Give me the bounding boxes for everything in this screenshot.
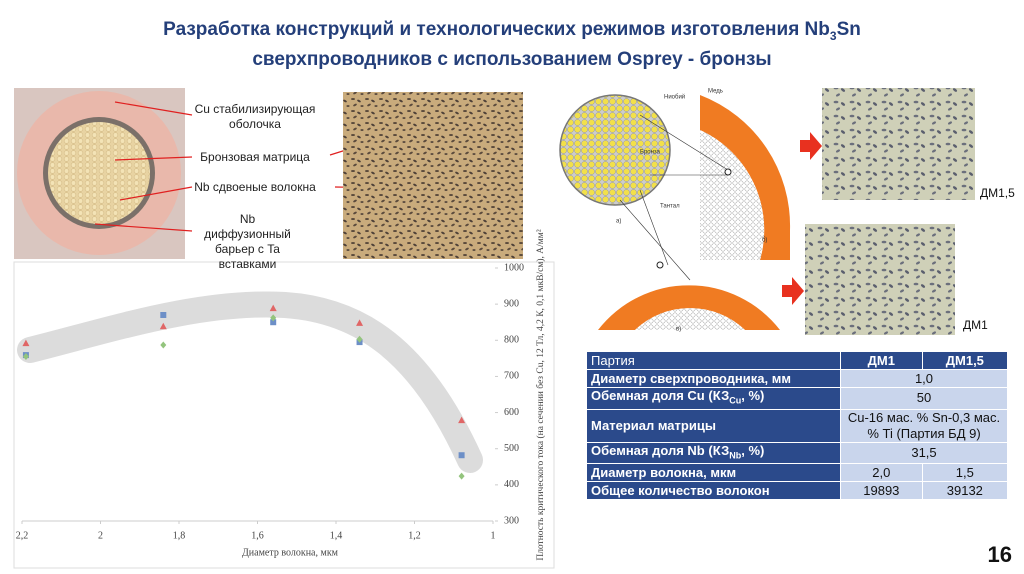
cell-text: Обемная доля Nb (КЗ xyxy=(591,442,730,458)
y-tick-label: 400 xyxy=(504,479,519,490)
y-tick-label: 900 xyxy=(504,298,519,309)
value-cell: 2,0 xyxy=(840,463,923,483)
page-number: 16 xyxy=(987,542,1012,567)
micrograph-label: ДМ1 xyxy=(963,318,988,332)
diagram-label: Ниобий xyxy=(664,94,685,101)
header-cell: ДМ1,5 xyxy=(921,351,1009,370)
y-tick-label: 700 xyxy=(504,371,519,382)
slide-title: Разработка конструкций и технологических… xyxy=(60,18,964,72)
diagram-label: Бронза xyxy=(640,150,661,156)
micrograph xyxy=(822,88,975,200)
diagram-label: Медь xyxy=(708,89,723,95)
diagram-label: Тантал xyxy=(660,204,680,210)
y-tick-label: 300 xyxy=(504,515,519,526)
x-tick-label: 1 xyxy=(491,530,496,541)
table-row: Обемная доля Nb (КЗNb, %) 31,5 xyxy=(586,441,1008,465)
y-tick-label: 800 xyxy=(504,335,519,346)
title-text: сверхпроводников с использованием Osprey… xyxy=(252,48,772,70)
y-tick-label: 1000 xyxy=(504,262,524,273)
red-arrows xyxy=(782,132,822,305)
header-cell: ДМ1 xyxy=(840,351,923,370)
value-cell: 1,0 xyxy=(840,369,1008,388)
chart: Диаметр волокна, мкм Плотность критическ… xyxy=(13,229,555,569)
x-tick-label: 2,2 xyxy=(16,530,29,541)
x-tick-label: 1,6 xyxy=(251,530,264,541)
data-point xyxy=(160,311,167,318)
data-point xyxy=(458,452,465,459)
cell-text: Обемная доля Cu (КЗ xyxy=(591,388,730,403)
data-point xyxy=(160,341,167,349)
trend-band xyxy=(17,291,483,473)
diagram-label: в) xyxy=(676,327,681,333)
row-label: Обемная доля Cu (КЗCu, %) xyxy=(586,387,841,410)
title-text: Разработка конструкций и технологических… xyxy=(163,19,830,40)
data-point xyxy=(356,319,364,326)
x-tick-label: 1,4 xyxy=(330,530,343,541)
table-row: Общее количество волокон 19893 39132 xyxy=(586,481,1009,501)
title-subscript: 3 xyxy=(829,28,837,43)
wire-diagram xyxy=(559,94,791,330)
y-tick-label: 600 xyxy=(504,407,519,418)
micrograph xyxy=(805,224,955,335)
data-point xyxy=(269,304,277,312)
cell-text: Cu xyxy=(729,395,742,406)
data-point xyxy=(22,353,29,361)
diagram-label: а) xyxy=(616,219,621,225)
data-point xyxy=(159,322,167,330)
cell-text: Nb xyxy=(729,450,742,461)
data-point xyxy=(270,319,277,326)
row-label: Общее количество волокон xyxy=(586,481,841,501)
chart-frame xyxy=(13,261,555,569)
value-cell: Cu-16 мас. % Sn-0,3 мас. % Ti (Партия БД… xyxy=(840,408,1008,443)
header-cell: Партия xyxy=(586,351,841,370)
data-point xyxy=(458,416,466,424)
table-row: Партия ДМ1 ДМ1,5 xyxy=(586,351,1009,370)
row-label: Материал матрицы xyxy=(586,408,841,443)
image-label: Nb сдвоеные волокна xyxy=(194,180,316,194)
micrograph-label: ДМ1,5 xyxy=(980,186,1015,200)
micrograph xyxy=(343,92,523,259)
row-label: Диаметр волокна, мкм xyxy=(586,463,841,483)
table-row: Обемная доля Cu (КЗCu, %) 50 xyxy=(586,387,1008,410)
x-axis-title: Диаметр волокна, мкм xyxy=(242,547,339,558)
title-text: Sn xyxy=(836,19,861,40)
y-axis-title: Плотность критического тока (на сечении … xyxy=(535,229,546,560)
table-row: Материал матрицы Cu-16 мас. % Sn-0,3 мас.… xyxy=(586,408,1008,443)
image-label: Cu стабилизирующая оболочка xyxy=(194,102,316,131)
table-row: Диаметр волокна, мкм 2,0 1,5 xyxy=(586,463,1009,483)
data-point xyxy=(22,339,30,347)
properties-table: Партия ДМ1 ДМ1,5 Диаметр сверхпроводника, м… xyxy=(586,351,1009,501)
x-tick-label: 1,2 xyxy=(408,530,421,541)
x-tick-label: 2 xyxy=(98,530,103,541)
table-row: Диаметр сверхпроводника, мм 1,0 xyxy=(586,369,1008,388)
data-point xyxy=(356,335,363,343)
cross-section-image xyxy=(14,88,185,259)
value-cell: 50 xyxy=(840,387,1008,410)
row-label: Обемная доля Nb (КЗNb, %) xyxy=(586,441,841,465)
y-tick-label: 500 xyxy=(504,443,519,454)
image-label: Бронзовая матрица xyxy=(200,150,310,164)
value-cell: 19893 xyxy=(840,481,923,501)
value-cell: 39132 xyxy=(921,481,1009,501)
x-tick-label: 1,8 xyxy=(173,530,186,541)
value-cell: 1,5 xyxy=(921,463,1009,483)
diagram-label: б) xyxy=(762,238,767,244)
data-point xyxy=(458,472,465,480)
image-label: Nb диффузионный барьер с Ta вставками xyxy=(204,212,291,271)
cell-text: , %) xyxy=(741,442,765,458)
data-point xyxy=(270,314,277,322)
row-label: Диаметр сверхпроводника, мм xyxy=(586,369,841,388)
value-cell: 31,5 xyxy=(840,441,1008,465)
cell-text: , %) xyxy=(741,388,765,403)
